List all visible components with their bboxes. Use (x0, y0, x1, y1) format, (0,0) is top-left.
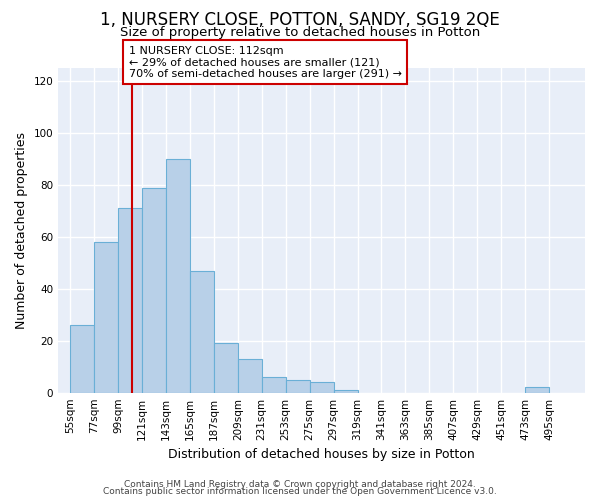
Text: 1 NURSERY CLOSE: 112sqm
← 29% of detached houses are smaller (121)
70% of semi-d: 1 NURSERY CLOSE: 112sqm ← 29% of detache… (129, 46, 402, 79)
Text: Contains public sector information licensed under the Open Government Licence v3: Contains public sector information licen… (103, 487, 497, 496)
Bar (310, 382, 334, 392)
Text: Contains HM Land Registry data © Crown copyright and database right 2024.: Contains HM Land Registry data © Crown c… (124, 480, 476, 489)
Bar (190, 270, 214, 392)
X-axis label: Distribution of detached houses by size in Potton: Distribution of detached houses by size … (168, 448, 475, 461)
Y-axis label: Number of detached properties: Number of detached properties (15, 132, 28, 329)
Bar (286, 380, 310, 392)
Bar (70, 325, 94, 392)
Bar (214, 344, 238, 392)
Bar (142, 188, 166, 392)
Bar (334, 390, 358, 392)
Text: 1, NURSERY CLOSE, POTTON, SANDY, SG19 2QE: 1, NURSERY CLOSE, POTTON, SANDY, SG19 2Q… (100, 11, 500, 29)
Bar (525, 388, 549, 392)
Bar (166, 159, 190, 392)
Bar (238, 359, 262, 392)
Bar (94, 242, 118, 392)
Bar (118, 208, 142, 392)
Text: Size of property relative to detached houses in Potton: Size of property relative to detached ho… (120, 26, 480, 39)
Bar (262, 377, 286, 392)
